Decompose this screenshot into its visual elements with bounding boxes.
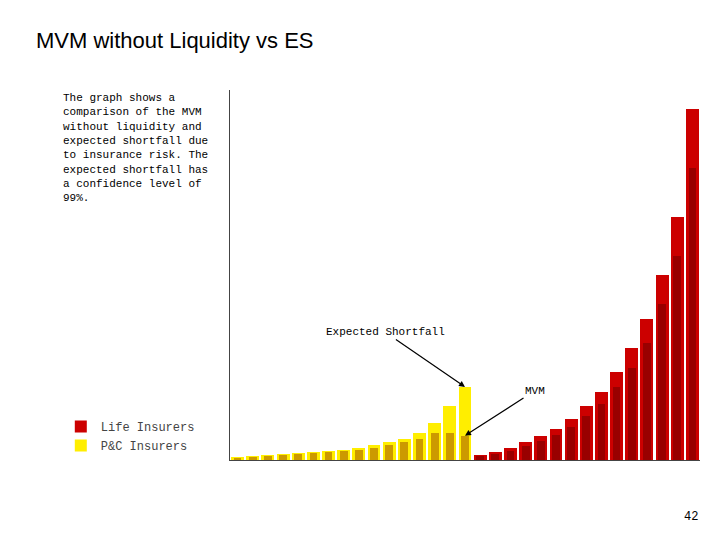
svg-text:MVM without Liquidity vs ES: MVM without Liquidity vs ES: [36, 28, 314, 53]
svg-text:MVM: MVM: [525, 385, 545, 397]
svg-text:The graph shows acomparison of: The graph shows acomparison of the MVMwi…: [63, 92, 208, 204]
svg-text:42: 42: [684, 510, 698, 524]
svg-text:Expected Shortfall: Expected Shortfall: [326, 326, 445, 338]
svg-text:Life Insurers: Life Insurers: [101, 421, 195, 435]
svg-text:P&C Insurers: P&C Insurers: [101, 440, 187, 454]
